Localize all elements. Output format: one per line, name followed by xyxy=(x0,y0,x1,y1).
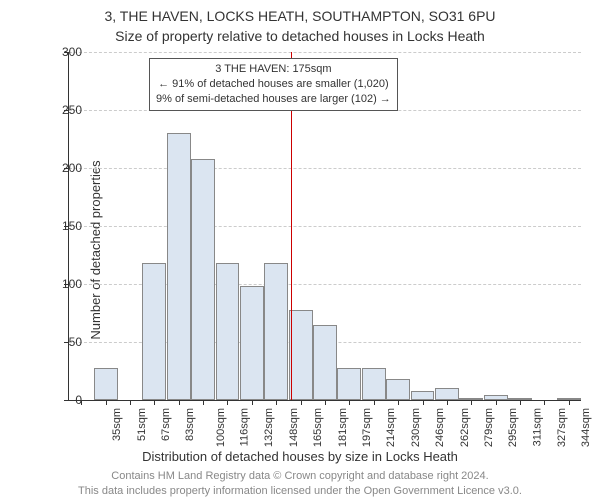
xtick-mark xyxy=(301,400,302,405)
footer-line1: Contains HM Land Registry data © Crown c… xyxy=(0,469,600,483)
xtick-label: 83sqm xyxy=(184,408,196,441)
xtick-label: 51sqm xyxy=(136,408,148,441)
ytick-label: 50 xyxy=(42,335,82,349)
histogram-bar xyxy=(362,368,386,400)
chart-title-address: 3, THE HAVEN, LOCKS HEATH, SOUTHAMPTON, … xyxy=(0,8,600,24)
histogram-bar xyxy=(289,310,313,400)
plot-area: 3 THE HAVEN: 175sqm ← 91% of detached ho… xyxy=(68,52,581,401)
chart-container: 3, THE HAVEN, LOCKS HEATH, SOUTHAMPTON, … xyxy=(0,0,600,500)
gridline xyxy=(69,168,581,169)
xtick-label: 148sqm xyxy=(288,408,300,447)
xtick-label: 116sqm xyxy=(238,408,250,446)
xtick-mark xyxy=(349,400,350,405)
histogram-bar xyxy=(411,391,435,400)
xtick-mark xyxy=(569,400,570,405)
xtick-mark xyxy=(325,400,326,405)
histogram-bar xyxy=(240,286,264,400)
xtick-label: 197sqm xyxy=(361,408,373,447)
xtick-mark xyxy=(520,400,521,405)
histogram-bar xyxy=(191,159,215,400)
annotation-line3: 9% of semi-detached houses are larger (1… xyxy=(156,92,391,107)
ytick-label: 100 xyxy=(42,277,82,291)
xtick-mark xyxy=(252,400,253,405)
xtick-mark xyxy=(496,400,497,405)
histogram-bar xyxy=(337,368,361,400)
xtick-mark xyxy=(179,400,180,405)
xtick-mark xyxy=(203,400,204,405)
xtick-mark xyxy=(471,400,472,405)
xtick-mark xyxy=(447,400,448,405)
xtick-mark xyxy=(398,400,399,405)
x-axis-label: Distribution of detached houses by size … xyxy=(0,449,600,464)
chart-title-description: Size of property relative to detached ho… xyxy=(0,28,600,44)
xtick-label: 230sqm xyxy=(410,408,422,447)
xtick-label: 132sqm xyxy=(264,408,276,447)
histogram-bar xyxy=(216,263,240,400)
xtick-label: 246sqm xyxy=(434,408,446,447)
xtick-label: 67sqm xyxy=(160,408,172,441)
annotation-line2: ← 91% of detached houses are smaller (1,… xyxy=(156,77,391,92)
xtick-mark xyxy=(106,400,107,405)
annotation-line1: 3 THE HAVEN: 175sqm xyxy=(156,62,391,77)
xtick-mark xyxy=(374,400,375,405)
xtick-mark xyxy=(130,400,131,405)
histogram-bar xyxy=(435,388,459,400)
footer: Contains HM Land Registry data © Crown c… xyxy=(0,469,600,498)
xtick-label: 295sqm xyxy=(507,408,519,447)
annotation-box: 3 THE HAVEN: 175sqm ← 91% of detached ho… xyxy=(149,58,398,111)
histogram-bar xyxy=(313,325,337,400)
xtick-mark xyxy=(276,400,277,405)
ytick-label: 0 xyxy=(42,393,82,407)
xtick-label: 35sqm xyxy=(111,408,123,441)
histogram-bar xyxy=(142,263,166,400)
gridline xyxy=(69,52,581,53)
xtick-label: 165sqm xyxy=(312,408,324,447)
histogram-bar xyxy=(167,133,191,400)
histogram-bar xyxy=(94,368,118,400)
gridline xyxy=(69,226,581,227)
ytick-label: 300 xyxy=(42,45,82,59)
xtick-label: 279sqm xyxy=(483,408,495,447)
xtick-label: 214sqm xyxy=(386,408,398,447)
xtick-mark xyxy=(154,400,155,405)
footer-line2: This data includes property information … xyxy=(0,484,600,498)
ytick-label: 150 xyxy=(42,219,82,233)
xtick-label: 100sqm xyxy=(215,408,227,447)
xtick-mark xyxy=(227,400,228,405)
xtick-label: 327sqm xyxy=(556,408,568,447)
xtick-label: 344sqm xyxy=(581,408,593,447)
xtick-label: 181sqm xyxy=(337,408,349,447)
xtick-label: 262sqm xyxy=(459,408,471,447)
xtick-label: 311sqm xyxy=(531,408,543,446)
xtick-mark xyxy=(544,400,545,405)
histogram-bar xyxy=(264,263,288,400)
histogram-bar xyxy=(386,379,410,400)
ytick-label: 200 xyxy=(42,161,82,175)
ytick-label: 250 xyxy=(42,103,82,117)
xtick-mark xyxy=(423,400,424,405)
